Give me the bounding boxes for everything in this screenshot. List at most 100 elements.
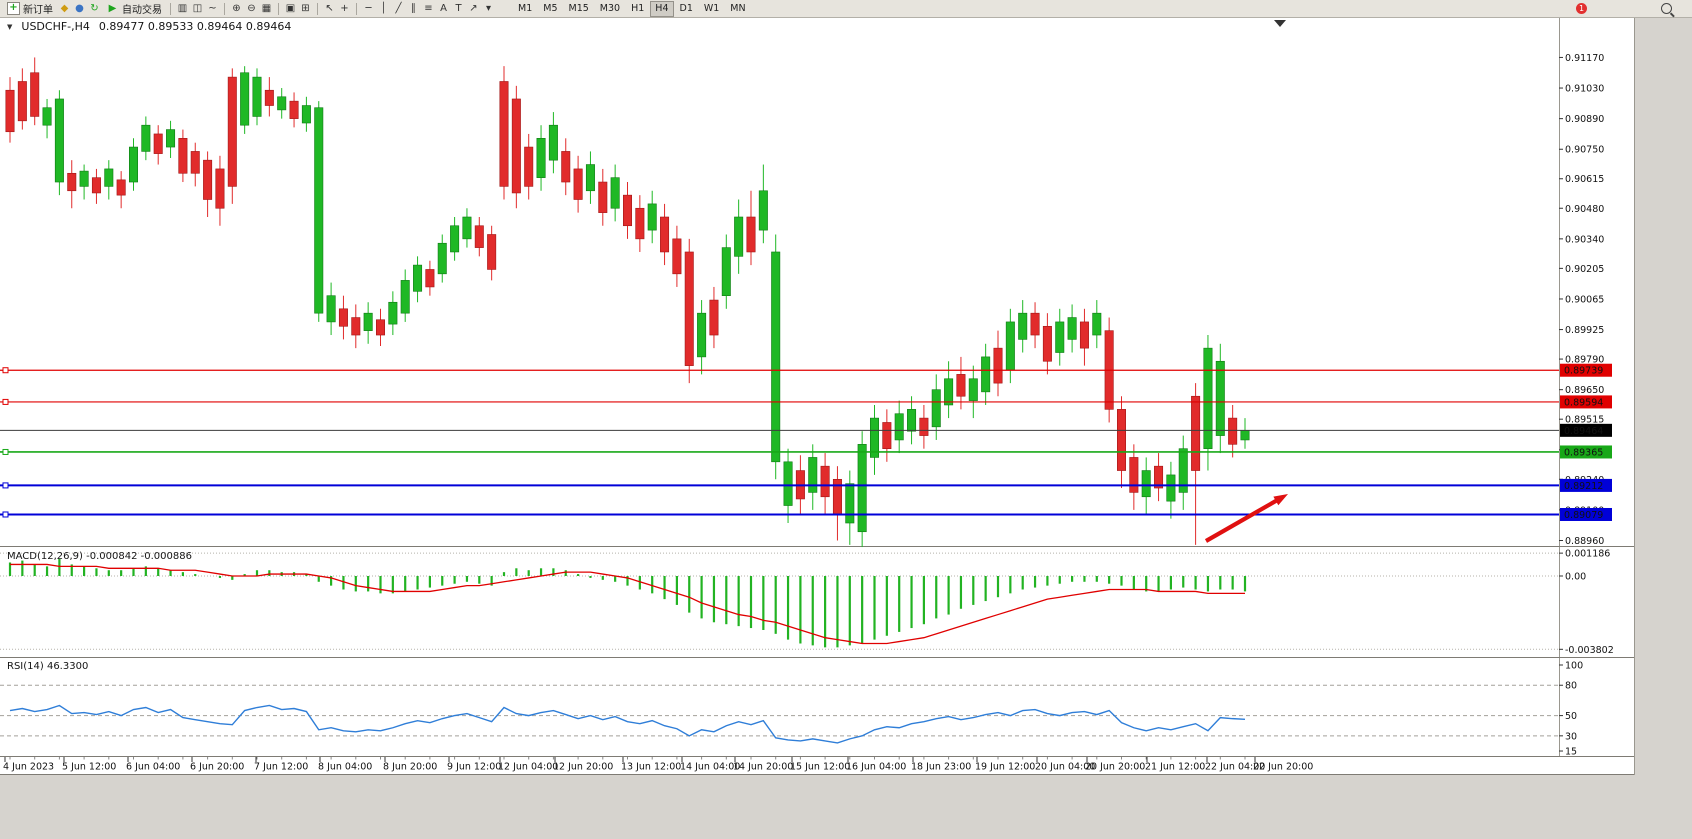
svg-text:0.89365: 0.89365	[1564, 447, 1603, 458]
candle	[684, 251, 694, 366]
price-tick: 0.89790	[1565, 355, 1604, 366]
chart-shift-marker[interactable]	[1274, 20, 1286, 27]
horizontal-line-icon[interactable]: ─	[365, 3, 372, 14]
price-tick: 0.90340	[1565, 234, 1604, 245]
new-order-button[interactable]: + 新订单	[4, 1, 56, 16]
hline-handle[interactable]	[2, 398, 9, 405]
candle	[141, 124, 151, 152]
zoom-out-icon[interactable]: ⊖	[247, 3, 256, 14]
timeframe-W1[interactable]: W1	[703, 3, 720, 14]
time-label: 18 Jun 23:00	[911, 762, 971, 773]
candle	[647, 203, 657, 231]
candle	[536, 138, 546, 178]
candle	[450, 225, 460, 253]
candle	[561, 151, 571, 183]
hline-handle[interactable]	[2, 367, 9, 374]
time-label: 15 Jun 12:00	[790, 762, 850, 773]
candle	[746, 216, 756, 253]
time-label: 13 Jun 12:00	[621, 762, 681, 773]
vertical-line-icon[interactable]: │	[380, 3, 387, 14]
refresh-icon[interactable]: ↻	[90, 3, 99, 14]
timeframe-MN[interactable]: MN	[730, 3, 746, 14]
candle	[1117, 409, 1127, 471]
notification-badge[interactable]: 1	[1576, 3, 1587, 14]
candle	[1203, 347, 1213, 449]
timeframe-D1[interactable]: D1	[679, 3, 693, 14]
candle	[771, 251, 781, 463]
candle	[548, 124, 558, 161]
line-chart-icon[interactable]: ~	[208, 3, 217, 14]
time-label: 8 Jun 20:00	[383, 762, 437, 773]
macd-tick: 0.001186	[1565, 549, 1610, 560]
price-tick: 0.91170	[1565, 53, 1604, 64]
candle	[622, 194, 632, 227]
new-order-label: 新订单	[23, 5, 53, 16]
label-tool-icon[interactable]: T	[455, 3, 462, 14]
hline-handle[interactable]	[2, 482, 9, 489]
macd-tick: -0.003802	[1565, 645, 1614, 656]
timeframe-M30[interactable]: M30	[599, 3, 621, 14]
price-tick: 0.88960	[1565, 536, 1604, 547]
candle	[993, 347, 1003, 384]
price-tick: 0.90890	[1565, 114, 1604, 125]
crosshair-icon[interactable]: +	[340, 3, 349, 14]
candle	[178, 138, 188, 174]
candle	[511, 98, 521, 194]
time-label: 9 Jun 12:00	[447, 762, 501, 773]
tile-windows-icon[interactable]: ▣	[285, 3, 296, 14]
price-tick: 0.90205	[1565, 264, 1604, 275]
hline-handle[interactable]	[2, 448, 9, 455]
trend-arrow-annotation[interactable]	[1204, 496, 1282, 543]
timeframe-H1[interactable]: H1	[631, 3, 645, 14]
chart-background	[0, 17, 1634, 775]
zoom-in-icon[interactable]: ⊕	[232, 3, 241, 14]
objects-icon[interactable]: ⊞	[301, 3, 310, 14]
community-icon[interactable]: ●	[75, 3, 84, 14]
chevron-down-icon[interactable]: ▾	[485, 3, 492, 14]
candle	[524, 146, 534, 187]
search-icon[interactable]	[1661, 3, 1672, 14]
candle	[660, 216, 670, 253]
candle	[17, 81, 27, 122]
timeframe-H4[interactable]: H4	[650, 0, 674, 17]
timeframe-M15[interactable]: M15	[568, 3, 589, 14]
time-label: 12 Jun 04:00	[498, 762, 558, 773]
candle	[1079, 321, 1089, 349]
candle	[116, 179, 126, 196]
time-label: 21 Jun 12:00	[1145, 762, 1205, 773]
price-tick: 0.91030	[1565, 84, 1604, 95]
cursor-icon[interactable]: ↖	[325, 3, 334, 14]
candle	[437, 242, 447, 275]
toolbar-separator	[170, 2, 171, 15]
time-label: 19 Jun 12:00	[975, 762, 1035, 773]
grid-icon[interactable]: ▦	[261, 3, 272, 14]
autotrade-button[interactable]: ▶ 自动交易	[103, 1, 165, 16]
arrows-tool-icon[interactable]: ↗	[469, 3, 478, 14]
toolbar-separator	[224, 2, 225, 15]
fibonacci-icon[interactable]: ≡	[424, 3, 433, 14]
channel-icon[interactable]: ∥	[411, 3, 416, 14]
rsi-tick: 15	[1565, 747, 1577, 758]
price-label	[1560, 423, 1612, 437]
candlestick-icon[interactable]: ◫	[192, 3, 203, 14]
toolbar: + 新订单 ◆ ● ↻ ▶ 自动交易 ▥ ◫ ~ ⊕ ⊖ ▦ ▣ ⊞ ↖ + ─…	[0, 0, 1692, 18]
candle	[240, 72, 250, 126]
text-tool-icon[interactable]: A	[440, 3, 447, 14]
time-label: 6 Jun 04:00	[126, 762, 180, 773]
candle	[1240, 430, 1250, 441]
candle	[487, 234, 497, 270]
timeframe-M5[interactable]: M5	[543, 3, 558, 14]
candle	[1067, 317, 1077, 340]
candle	[1178, 448, 1188, 493]
candle	[894, 413, 904, 441]
mql5-icon[interactable]: ◆	[60, 3, 69, 14]
hline-handle[interactable]	[2, 511, 9, 518]
timeframe-M1[interactable]: M1	[518, 3, 533, 14]
price-tick: 0.90615	[1565, 174, 1604, 185]
trendline-icon[interactable]: ╱	[395, 3, 402, 14]
rsi-tick: 80	[1565, 681, 1577, 692]
bar-chart-icon[interactable]: ▥	[177, 3, 188, 14]
rsi-tick: 50	[1565, 711, 1577, 722]
candle	[956, 374, 966, 397]
